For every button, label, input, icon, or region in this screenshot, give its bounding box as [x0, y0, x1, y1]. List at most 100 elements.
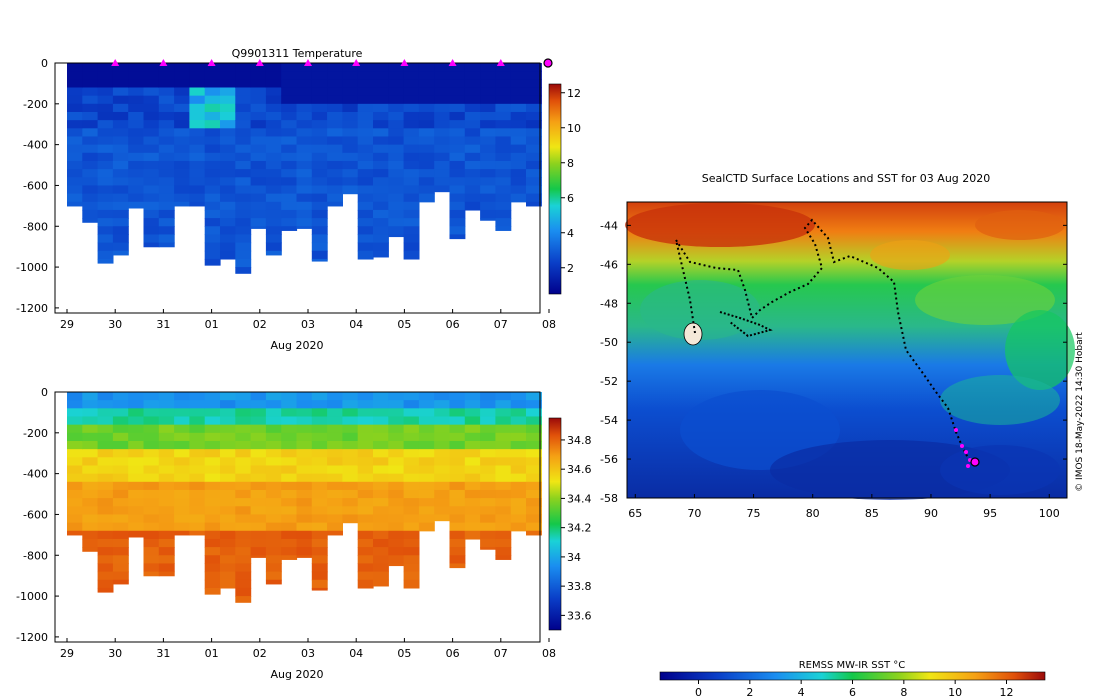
profile-cell: [357, 522, 374, 532]
profile-cell: [143, 71, 160, 80]
profile-cell: [143, 424, 160, 434]
profile-cell: [311, 169, 328, 178]
profile-cell: [235, 432, 252, 442]
profile-cell: [281, 95, 298, 105]
profile-cell: [143, 136, 160, 146]
salinity-xlabel: Aug 2020: [271, 668, 324, 681]
surface-marker: [448, 59, 457, 66]
profile-cell: [112, 201, 129, 211]
profile-cell: [480, 79, 496, 89]
profile-cell: [128, 481, 145, 491]
profile-cell: [342, 111, 359, 121]
profile-cell: [449, 120, 466, 129]
profile-cell: [112, 242, 129, 252]
profile-cell: [112, 440, 129, 450]
profile-cell: [235, 71, 252, 80]
profile-cell: [143, 563, 160, 573]
profile-cell: [112, 234, 129, 244]
profile-cell: [449, 169, 466, 178]
profile-cell: [250, 522, 267, 532]
profile-cell: [174, 506, 190, 516]
profile-cell: [510, 473, 527, 483]
profile-cell: [327, 392, 343, 401]
profile-cell: [373, 481, 389, 491]
profile-cell: [357, 177, 374, 187]
profile-cell: [373, 111, 389, 121]
profile-cell: [388, 169, 405, 178]
profile-cell: [296, 530, 313, 540]
profile-cell: [464, 185, 481, 195]
profile-cell: [189, 63, 206, 72]
profile-cell: [373, 498, 389, 507]
profile-cell: [403, 209, 420, 219]
profile-cell: [296, 473, 313, 483]
profile-cell: [434, 473, 451, 483]
x-tick-label: 04: [349, 318, 363, 331]
profile-cell: [204, 424, 221, 434]
profile-cell: [403, 473, 420, 483]
profile-cell: [403, 63, 420, 72]
profile-cell: [281, 424, 298, 434]
profile-cell: [434, 481, 451, 491]
profile-cell: [327, 152, 343, 162]
profile-cell: [235, 136, 252, 146]
profile-cell: [373, 87, 389, 97]
profile-cell: [373, 400, 389, 409]
profile-cell: [112, 432, 129, 442]
profile-cell: [265, 563, 282, 573]
profile-cell: [388, 465, 405, 475]
profile-cell: [296, 400, 313, 409]
profile-cell: [97, 218, 114, 227]
profile-cell: [220, 538, 236, 548]
profile-cell: [265, 250, 282, 256]
profile-cell: [327, 522, 343, 532]
profile-cell: [97, 209, 114, 219]
profile-cell: [342, 63, 359, 72]
profile-cell: [235, 416, 252, 426]
profile-cell: [495, 481, 512, 491]
profile-cell: [250, 432, 267, 442]
profile-cell: [311, 449, 328, 458]
profile-cell: [97, 79, 114, 89]
profile-cell: [204, 201, 221, 211]
colorbar-tick-label: 12: [567, 87, 581, 100]
profile-cell: [281, 555, 298, 560]
profile-cell: [235, 440, 252, 450]
profile-cell: [464, 457, 481, 467]
profile-cell: [112, 563, 129, 573]
profile-cell: [342, 87, 359, 97]
profile-cell: [128, 489, 145, 499]
profile-cell: [67, 120, 83, 129]
profile-cell: [97, 169, 114, 178]
profile-cell: [403, 128, 420, 138]
profile-cell: [296, 416, 313, 426]
profile-cell: [265, 522, 282, 532]
profile-cell: [220, 120, 236, 129]
profile-cell: [174, 400, 190, 409]
profile-cell: [388, 234, 405, 238]
profile-cell: [388, 201, 405, 211]
profile-cell: [189, 193, 206, 203]
profile-cell: [526, 169, 542, 178]
profile-cell: [388, 392, 405, 401]
profile-cell: [235, 177, 252, 187]
profile-cell: [388, 185, 405, 195]
profile-cell: [403, 226, 420, 236]
profile-cell: [311, 218, 328, 227]
profile-cell: [327, 95, 343, 105]
profile-cell: [174, 136, 190, 146]
profile-cell: [357, 87, 374, 97]
profile-cell: [403, 160, 420, 170]
profile-cell: [235, 498, 252, 507]
profile-cell: [265, 63, 282, 72]
profile-cell: [526, 408, 542, 418]
profile-cell: [449, 160, 466, 170]
profile-cell: [143, 226, 160, 236]
profile-cell: [311, 440, 328, 450]
profile-cell: [357, 144, 374, 154]
profile-cell: [357, 498, 374, 507]
profile-cell: [143, 95, 160, 105]
profile-cell: [388, 530, 405, 540]
profile-cell: [403, 408, 420, 418]
profile-cell: [464, 120, 481, 129]
